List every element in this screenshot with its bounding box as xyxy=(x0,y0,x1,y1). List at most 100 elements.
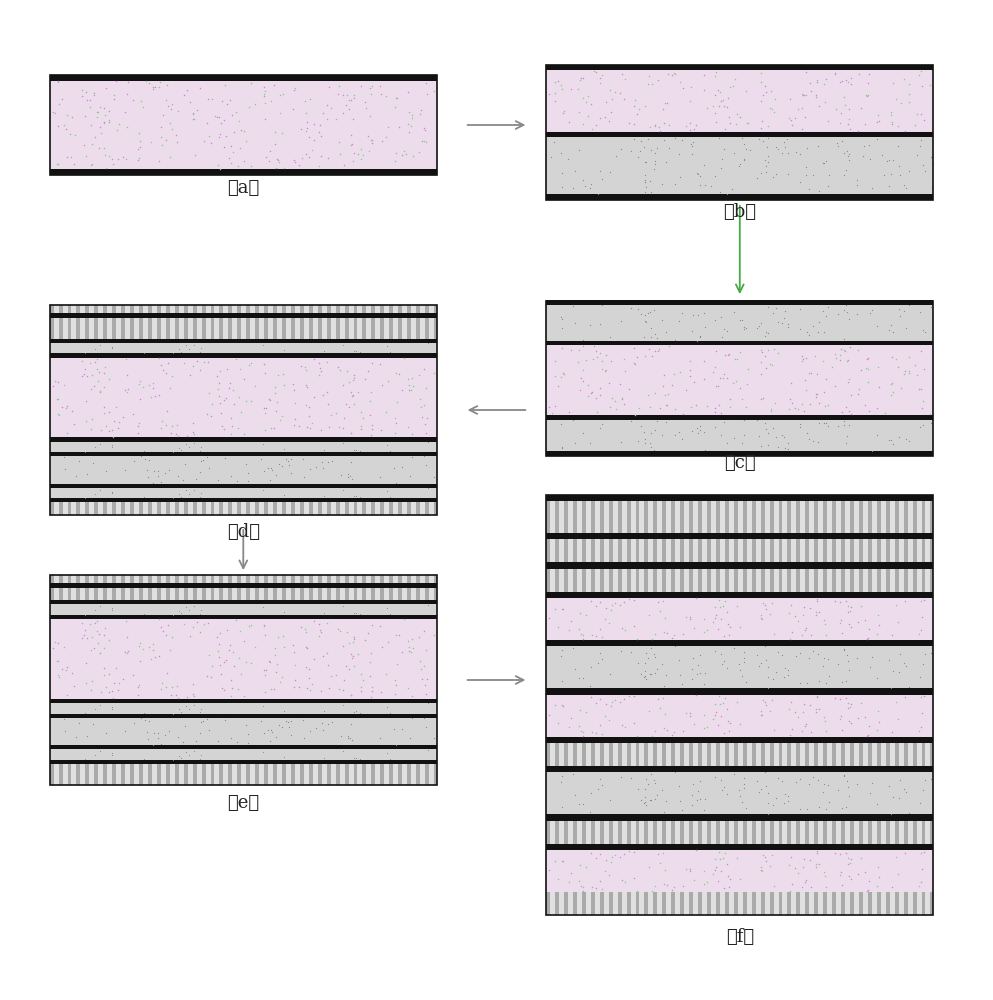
Point xyxy=(181,602,197,618)
Point xyxy=(417,416,433,432)
Bar xyxy=(582,820,586,844)
Bar xyxy=(600,892,604,915)
Point xyxy=(553,416,569,432)
Point xyxy=(834,674,850,690)
Point xyxy=(692,177,708,193)
Point xyxy=(316,605,332,621)
Point xyxy=(655,378,671,394)
Point xyxy=(681,122,697,138)
Point xyxy=(736,321,752,337)
Bar xyxy=(139,305,143,313)
Point xyxy=(759,601,775,617)
Bar xyxy=(930,568,933,592)
Point xyxy=(336,482,352,498)
Point xyxy=(104,484,120,500)
Bar xyxy=(300,318,304,339)
Bar xyxy=(59,588,63,600)
Point xyxy=(153,119,169,135)
Point xyxy=(893,380,909,396)
Point xyxy=(275,366,291,382)
Bar xyxy=(175,305,179,313)
Point xyxy=(372,730,388,746)
Point xyxy=(187,111,203,127)
Point xyxy=(340,624,355,640)
Point xyxy=(271,456,287,472)
Point xyxy=(582,804,598,820)
Point xyxy=(353,751,368,767)
Point xyxy=(843,696,859,712)
Point xyxy=(586,63,602,79)
Point xyxy=(120,74,136,90)
Bar xyxy=(300,502,304,515)
Point xyxy=(287,395,303,411)
Point xyxy=(800,327,816,343)
Bar xyxy=(555,539,559,562)
Point xyxy=(575,796,591,812)
Point xyxy=(185,676,201,692)
Point xyxy=(777,795,792,811)
Point xyxy=(840,713,856,729)
Point xyxy=(299,659,315,675)
Bar xyxy=(922,568,925,592)
Point xyxy=(656,862,672,878)
Point xyxy=(89,623,105,639)
Point xyxy=(104,485,120,501)
Point xyxy=(588,628,604,644)
Point xyxy=(749,773,765,789)
Point xyxy=(573,723,589,739)
Point xyxy=(575,70,591,86)
Bar xyxy=(68,502,71,515)
Point xyxy=(901,76,917,92)
Point xyxy=(593,621,609,637)
Point xyxy=(593,691,609,707)
Point xyxy=(165,96,181,112)
Point xyxy=(179,337,195,353)
Point xyxy=(804,318,820,334)
Point xyxy=(688,590,704,606)
Point xyxy=(787,860,803,876)
Point xyxy=(881,152,897,168)
Point xyxy=(160,617,176,633)
Point xyxy=(646,772,662,788)
Point xyxy=(749,412,765,428)
Point xyxy=(255,599,271,615)
Point xyxy=(897,366,913,382)
Point xyxy=(869,400,885,416)
Point xyxy=(719,99,735,115)
Point xyxy=(83,156,99,172)
Point xyxy=(97,679,113,695)
Point xyxy=(419,86,435,102)
Point xyxy=(653,176,669,192)
Point xyxy=(216,139,232,155)
Point xyxy=(820,113,836,129)
Point xyxy=(200,354,215,370)
Point xyxy=(190,102,206,118)
Point xyxy=(263,724,279,740)
Point xyxy=(193,485,209,501)
Point xyxy=(50,74,66,90)
Point xyxy=(792,301,808,317)
Point xyxy=(593,110,609,126)
Point xyxy=(192,624,208,640)
Point xyxy=(417,122,433,138)
Point xyxy=(583,593,599,609)
Point xyxy=(85,455,101,471)
Point xyxy=(193,340,209,356)
Point xyxy=(388,737,404,753)
Point xyxy=(97,418,113,434)
Bar xyxy=(895,539,899,562)
Bar xyxy=(193,502,197,515)
Point xyxy=(118,351,134,367)
Point xyxy=(840,403,856,419)
Point xyxy=(154,413,170,429)
Point xyxy=(136,606,152,622)
Point xyxy=(759,164,775,180)
Point xyxy=(707,696,723,712)
Point xyxy=(136,489,152,505)
Point xyxy=(910,147,925,163)
Bar xyxy=(814,892,818,915)
Point xyxy=(210,368,225,384)
Point xyxy=(416,448,432,464)
Point xyxy=(617,363,633,379)
Point xyxy=(260,722,276,738)
